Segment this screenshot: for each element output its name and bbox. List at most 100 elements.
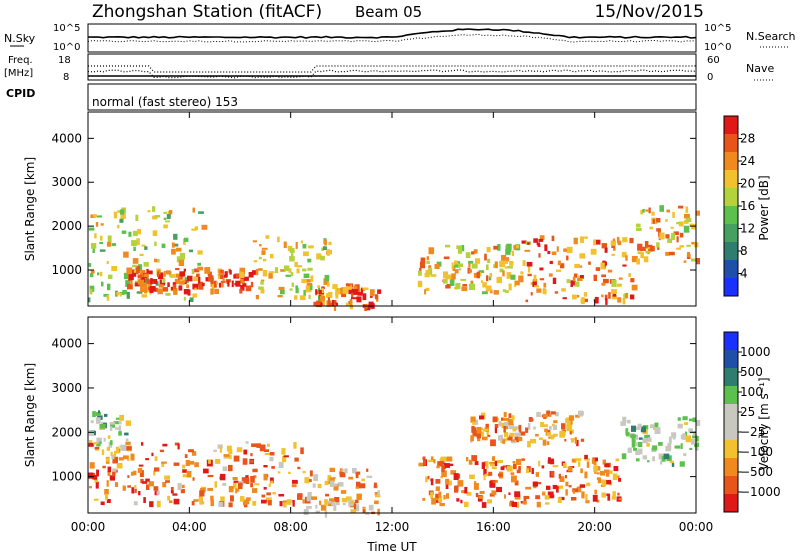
echo-cell — [570, 280, 573, 287]
echo-cell — [374, 500, 379, 505]
echo-cell — [630, 434, 636, 439]
echo-cell — [163, 211, 167, 214]
echo-cell — [506, 272, 512, 279]
echo-cell — [518, 436, 523, 442]
echo-cell — [291, 282, 294, 287]
echo-cell — [510, 440, 517, 444]
echo-cell — [261, 499, 267, 504]
echo-cell — [240, 285, 245, 291]
colorbar-swatch — [724, 350, 738, 369]
echo-cell — [588, 261, 591, 265]
echo-cell — [504, 260, 508, 264]
echo-cell — [502, 289, 506, 292]
echo-cell — [489, 480, 493, 487]
echo-cell — [88, 442, 94, 447]
echo-cell — [676, 247, 681, 250]
colorbar-tick-label: −25 — [740, 425, 765, 439]
echo-cell — [534, 285, 539, 288]
echo-cell — [141, 282, 147, 287]
x-tick-label: 00:00 — [71, 520, 106, 534]
colorbar-tick-label: 25 — [740, 405, 755, 419]
echo-cell — [695, 210, 700, 216]
echo-cell — [646, 442, 650, 447]
echo-cell — [508, 423, 514, 430]
echo-cell — [137, 279, 141, 285]
echo-cell — [692, 431, 697, 436]
echo-cell — [298, 493, 303, 498]
echo-cell — [438, 491, 442, 498]
echo-cell — [106, 241, 111, 247]
echo-cell — [496, 486, 502, 493]
nsky-tick-top: 10^5 — [53, 23, 80, 34]
echo-cell — [157, 288, 163, 295]
echo-cell — [471, 251, 475, 255]
echo-cell — [543, 413, 548, 418]
y-tick-label: 4000 — [51, 131, 82, 145]
echo-cell — [680, 434, 684, 440]
echo-cell — [518, 466, 521, 471]
echo-cell — [625, 255, 628, 261]
echo-cell — [312, 483, 316, 488]
echo-cell — [594, 296, 599, 304]
echo-cell — [527, 423, 531, 430]
beam-label: Beam 05 — [355, 3, 422, 21]
echo-cell — [449, 480, 452, 486]
echo-cell — [478, 495, 484, 499]
echo-cell — [219, 446, 222, 453]
echo-cell — [107, 283, 111, 291]
echo-cell — [656, 242, 660, 248]
freq-tick-top: 18 — [58, 55, 71, 66]
echo-cell — [445, 274, 452, 280]
echo-cell — [107, 470, 111, 476]
velocity-panel: 1000 2000 3000 4000 00:00 04:00 08:00 12:00 16:… — [23, 316, 713, 534]
colorbar-swatch — [724, 116, 738, 135]
echo-cell — [110, 440, 113, 446]
echo-cell — [122, 289, 127, 295]
echo-cell — [208, 275, 214, 282]
echo-cell — [157, 271, 160, 278]
echo-cell — [289, 248, 295, 253]
echo-cell — [435, 493, 440, 498]
echo-cell — [246, 497, 251, 501]
echo-cell — [207, 487, 213, 491]
echo-cell — [538, 238, 544, 242]
echo-cell — [430, 456, 434, 462]
echo-cell — [349, 304, 354, 310]
echo-cell — [178, 285, 183, 291]
echo-cell — [515, 280, 520, 286]
echo-cell — [177, 443, 180, 450]
echo-cell — [95, 412, 101, 416]
echo-cell — [445, 244, 451, 248]
echo-cell — [578, 411, 584, 416]
echo-cell — [640, 251, 644, 259]
echo-cell — [514, 436, 520, 443]
echo-cell — [203, 468, 209, 474]
echo-cell — [452, 265, 456, 271]
echo-cell — [122, 485, 126, 491]
echo-cell — [327, 475, 332, 481]
echo-cell — [145, 478, 150, 482]
echo-cell — [654, 422, 659, 430]
echo-cell — [483, 461, 489, 467]
echo-cell — [636, 258, 640, 265]
echo-cell — [536, 501, 541, 508]
echo-cell — [125, 420, 131, 426]
echo-cell — [504, 432, 509, 438]
echo-cell — [105, 493, 108, 500]
echo-cell — [520, 271, 524, 275]
echo-cell — [479, 415, 485, 420]
echo-cell — [164, 475, 171, 480]
echo-cell — [471, 263, 478, 269]
echo-cell — [540, 422, 544, 428]
echo-cell — [116, 292, 119, 296]
echo-cell — [300, 240, 303, 244]
echo-cell — [315, 510, 321, 514]
echo-cell — [118, 425, 122, 432]
echo-cell — [96, 469, 99, 477]
echo-cell — [488, 471, 493, 476]
echo-cell — [113, 421, 119, 425]
nsearch-series — [87, 33, 697, 43]
echo-cell — [173, 462, 180, 466]
echo-cell — [119, 209, 125, 215]
echo-cell — [538, 437, 544, 440]
